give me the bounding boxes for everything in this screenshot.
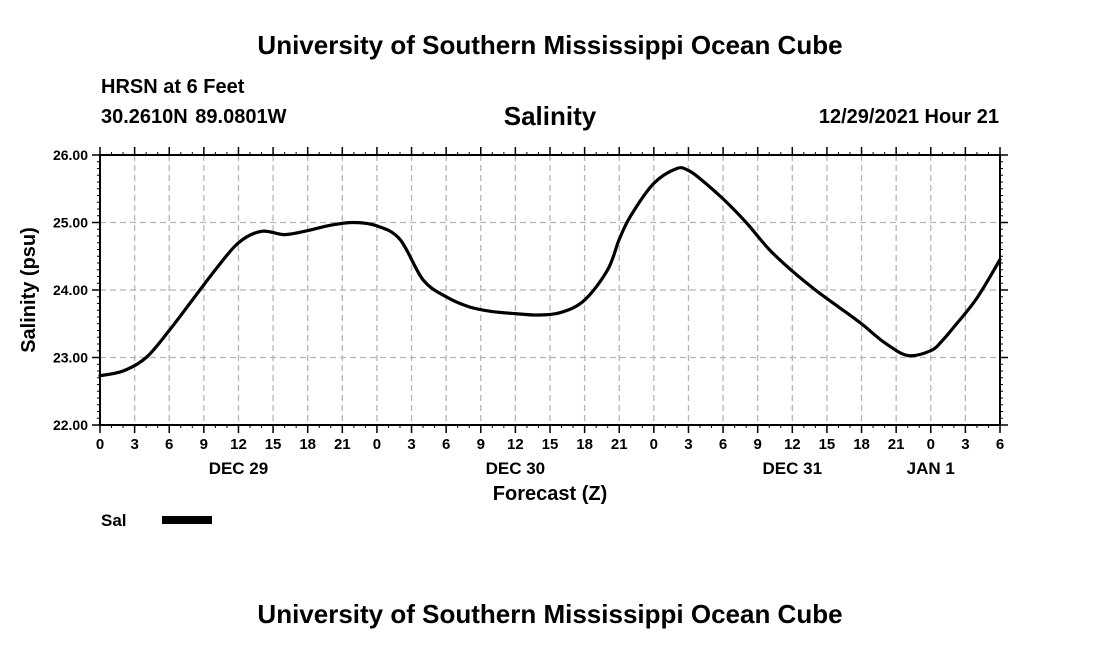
x-tick-label: 12 [507,436,524,453]
x-tick-label: 18 [853,436,870,453]
x-tick-label: 15 [265,436,282,453]
y-axis-label: Salinity (psu) [18,227,40,353]
x-tick-label: 15 [542,436,559,453]
y-tick-label: 25.00 [53,215,88,231]
x-tick-label: 6 [442,436,450,453]
legend-label-sal: Sal [101,511,127,530]
station-coordinates: 30.2610N 89.0801W [101,106,287,128]
legend-swatch-sal [162,516,212,524]
x-tick-label: 6 [996,436,1004,453]
plot-frame [99,154,1001,426]
x-tick-label: 18 [299,436,316,453]
x-tick-label: 3 [684,436,692,453]
x-tick-label: 0 [373,436,381,453]
y-tick-labels: 22.00 23.00 24.00 25.00 26.00 [53,147,88,433]
x-tick-label: 3 [130,436,138,453]
x-tick-label: 3 [407,436,415,453]
x-tick-label: 9 [754,436,762,453]
org-title-footer: University of Southern Mississippi Ocean… [257,599,843,629]
x-tick-label: 3 [961,436,969,453]
x-tick-label: 0 [927,436,935,453]
y-tick-label: 22.00 [53,417,88,433]
y-tick-label: 26.00 [53,147,88,163]
grid-lines [100,155,1000,425]
x-tick-label: 21 [888,436,905,453]
x-tick-label: 12 [784,436,801,453]
day-label: JAN 1 [907,459,955,478]
x-tick-labels: 0 3 6 9 12 15 18 21 0 3 6 9 12 15 18 21 0 3 6 9 12 15 18 21 0 3 6 [96,436,1004,453]
issue-time: 12/29/2021 Hour 21 [818,106,999,128]
x-tick-label: 0 [96,436,104,453]
x-tick-label: 9 [477,436,485,453]
chart-title: Salinity [503,101,597,131]
x-tick-label: 18 [576,436,593,453]
y-tick-label: 24.00 [53,282,88,298]
x-axis-label: Forecast (Z) [493,483,607,505]
x-tick-label: 6 [719,436,727,453]
x-tick-label: 9 [200,436,208,453]
org-title: University of Southern Mississippi Ocean… [257,30,843,60]
day-label: DEC 31 [763,459,823,478]
day-label: DEC 29 [209,459,269,478]
day-label: DEC 30 [486,459,546,478]
x-tick-label: 21 [334,436,351,453]
day-labels: DEC 29 DEC 30 DEC 31 JAN 1 [209,459,955,478]
x-tick-label: 15 [819,436,836,453]
x-tick-label: 6 [165,436,173,453]
y-tick-label: 23.00 [53,350,88,366]
x-tick-label: 0 [650,436,658,453]
series-line-sal [98,166,1002,378]
x-tick-label: 12 [230,436,247,453]
x-tick-label: 21 [611,436,628,453]
station-name: HRSN at 6 Feet [101,76,245,98]
